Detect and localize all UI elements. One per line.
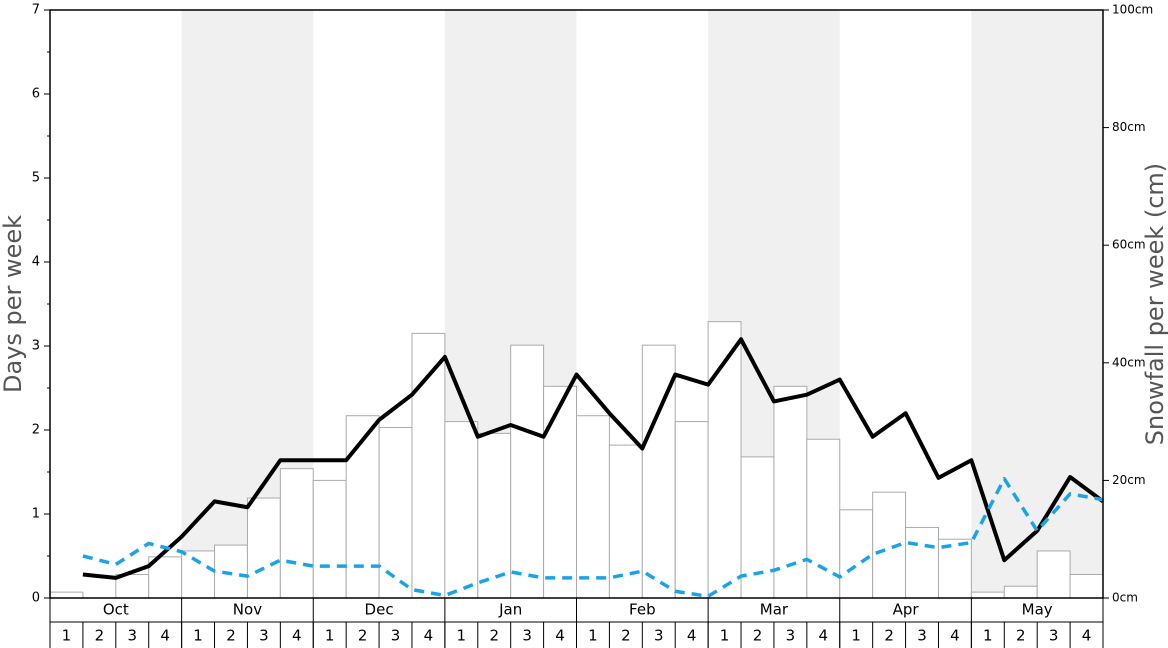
solid-line (82, 337, 1105, 580)
snowfall-bar (1036, 550, 1071, 599)
month-label: Oct (103, 601, 129, 619)
week-label: 4 (1082, 627, 1092, 645)
y-tick-label: 7 (32, 3, 40, 18)
month-label: Dec (365, 601, 394, 619)
y2-axis-title: Snowfall per week (cm) (1141, 163, 1168, 445)
month-label: Jan (498, 601, 522, 619)
snowfall-bar (839, 509, 874, 599)
week-label: 3 (391, 627, 401, 645)
month-band (971, 10, 1103, 598)
week-label: 1 (457, 627, 467, 645)
week-label: 3 (259, 627, 269, 645)
week-label: 2 (358, 627, 368, 645)
y-tick-label: 4 (32, 255, 40, 270)
week-label: 1 (325, 627, 335, 645)
week-label: 3 (127, 627, 137, 645)
y2-tick-label: 20cm (1112, 473, 1146, 487)
snowfall-bar (773, 385, 808, 599)
snowfall-bar (246, 497, 281, 599)
month-label: Nov (233, 601, 262, 619)
snowfall-bar (312, 479, 347, 599)
week-label: 4 (292, 627, 302, 645)
week-label: 4 (687, 627, 697, 645)
week-label: 4 (160, 627, 170, 645)
snowfall-bar (181, 550, 216, 599)
week-label: 2 (489, 627, 499, 645)
y2-tick-label: 80cm (1112, 120, 1146, 134)
snowfall-bar (510, 344, 545, 599)
week-label: 3 (917, 627, 927, 645)
snowfall-bar (477, 432, 512, 599)
y-tick-label: 3 (32, 339, 40, 354)
snowfall-bar (806, 438, 841, 599)
week-label: 1 (983, 627, 993, 645)
snowfall-bar (378, 426, 413, 599)
y-tick-label: 2 (32, 423, 40, 438)
week-label: 2 (226, 627, 236, 645)
week-label: 1 (851, 627, 861, 645)
y2-tick-label: 100cm (1112, 3, 1153, 17)
dashed-line (82, 476, 1104, 599)
month-label: Apr (893, 601, 920, 619)
snowfall-bar (905, 526, 939, 599)
week-label: 4 (950, 627, 960, 645)
week-label: 2 (621, 627, 631, 645)
y-tick-label: 1 (32, 507, 40, 522)
week-label: 3 (786, 627, 796, 645)
month-label: May (1022, 601, 1053, 619)
snowfall-bar (444, 421, 479, 599)
month-label: Feb (629, 601, 656, 619)
y2-tick-label: 40cm (1112, 355, 1146, 369)
week-label: 3 (654, 627, 664, 645)
week-label: 4 (555, 627, 565, 645)
snowfall-bar (576, 415, 610, 599)
snowfall-bar (543, 385, 577, 599)
week-label: 1 (62, 627, 72, 645)
y-tick-label: 0 (32, 591, 40, 606)
y2-tick-label: 0cm (1112, 591, 1138, 605)
snowfall-bar (970, 591, 1005, 599)
week-label: 2 (95, 627, 105, 645)
week-label: 3 (1049, 627, 1059, 645)
snowfall-bar (1003, 585, 1038, 599)
week-label: 1 (193, 627, 203, 645)
month-label: Mar (760, 601, 789, 619)
y-axis-title: Days per week (0, 215, 27, 393)
week-label: 4 (424, 627, 434, 645)
week-label: 4 (819, 627, 829, 645)
y-tick-label: 5 (32, 171, 40, 186)
snowfall-bar (1069, 573, 1104, 599)
week-label: 1 (588, 627, 598, 645)
y2-tick-label: 60cm (1112, 238, 1146, 252)
week-label: 2 (753, 627, 763, 645)
snowfall-bar (49, 591, 84, 599)
snowfall-bar (279, 468, 314, 599)
snowfall-bar (707, 321, 742, 599)
week-label: 3 (522, 627, 532, 645)
snowfall-bar (214, 544, 248, 599)
week-label: 2 (884, 627, 894, 645)
snowfall-bar (674, 421, 709, 599)
week-label: 2 (1016, 627, 1026, 645)
snowfall-bar (937, 538, 972, 599)
week-label: 1 (720, 627, 730, 645)
y-tick-label: 6 (32, 87, 40, 102)
